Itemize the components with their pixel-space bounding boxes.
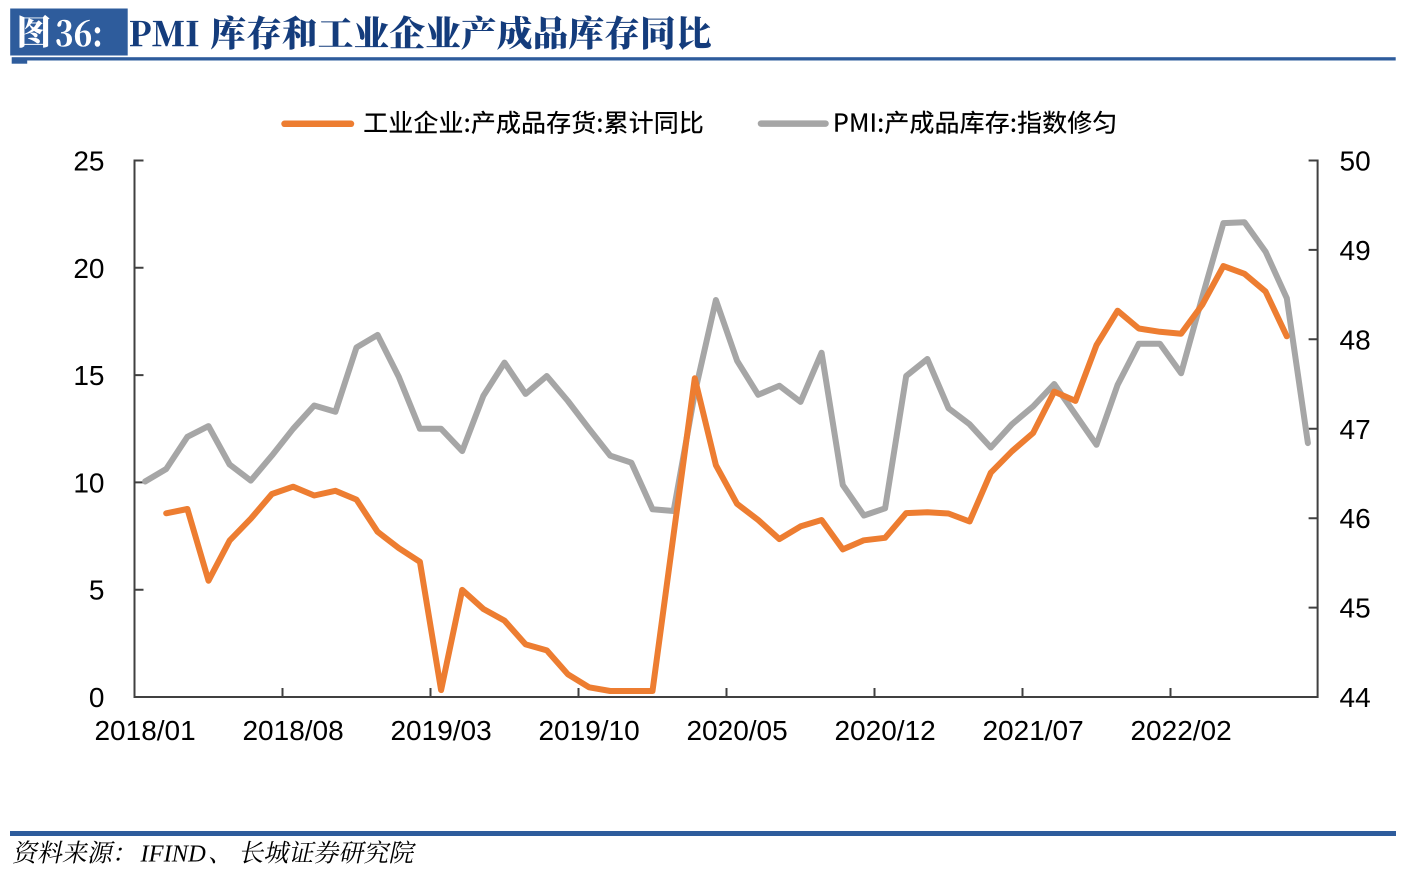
svg-text:20: 20 xyxy=(73,253,104,284)
svg-text:10: 10 xyxy=(73,467,104,498)
svg-text:2020/12: 2020/12 xyxy=(834,715,935,746)
svg-text:IFIND: IFIND xyxy=(140,841,207,868)
svg-text:2019/03: 2019/03 xyxy=(390,715,491,746)
svg-text:5: 5 xyxy=(89,575,105,606)
svg-text:47: 47 xyxy=(1340,414,1371,445)
svg-text:2018/01: 2018/01 xyxy=(94,715,195,746)
svg-text:2020/05: 2020/05 xyxy=(686,715,787,746)
svg-text:44: 44 xyxy=(1340,682,1371,713)
svg-text:2022/02: 2022/02 xyxy=(1130,715,1231,746)
svg-text:15: 15 xyxy=(73,360,104,391)
svg-text:46: 46 xyxy=(1340,503,1371,534)
svg-text:25: 25 xyxy=(73,146,104,177)
svg-text:0: 0 xyxy=(89,682,105,713)
svg-text:2021/07: 2021/07 xyxy=(982,715,1083,746)
svg-text:2019/10: 2019/10 xyxy=(538,715,639,746)
svg-text:48: 48 xyxy=(1340,324,1371,355)
svg-text:45: 45 xyxy=(1340,593,1371,624)
svg-text:50: 50 xyxy=(1340,146,1371,177)
svg-text:49: 49 xyxy=(1340,235,1371,266)
svg-text:2018/08: 2018/08 xyxy=(242,715,343,746)
